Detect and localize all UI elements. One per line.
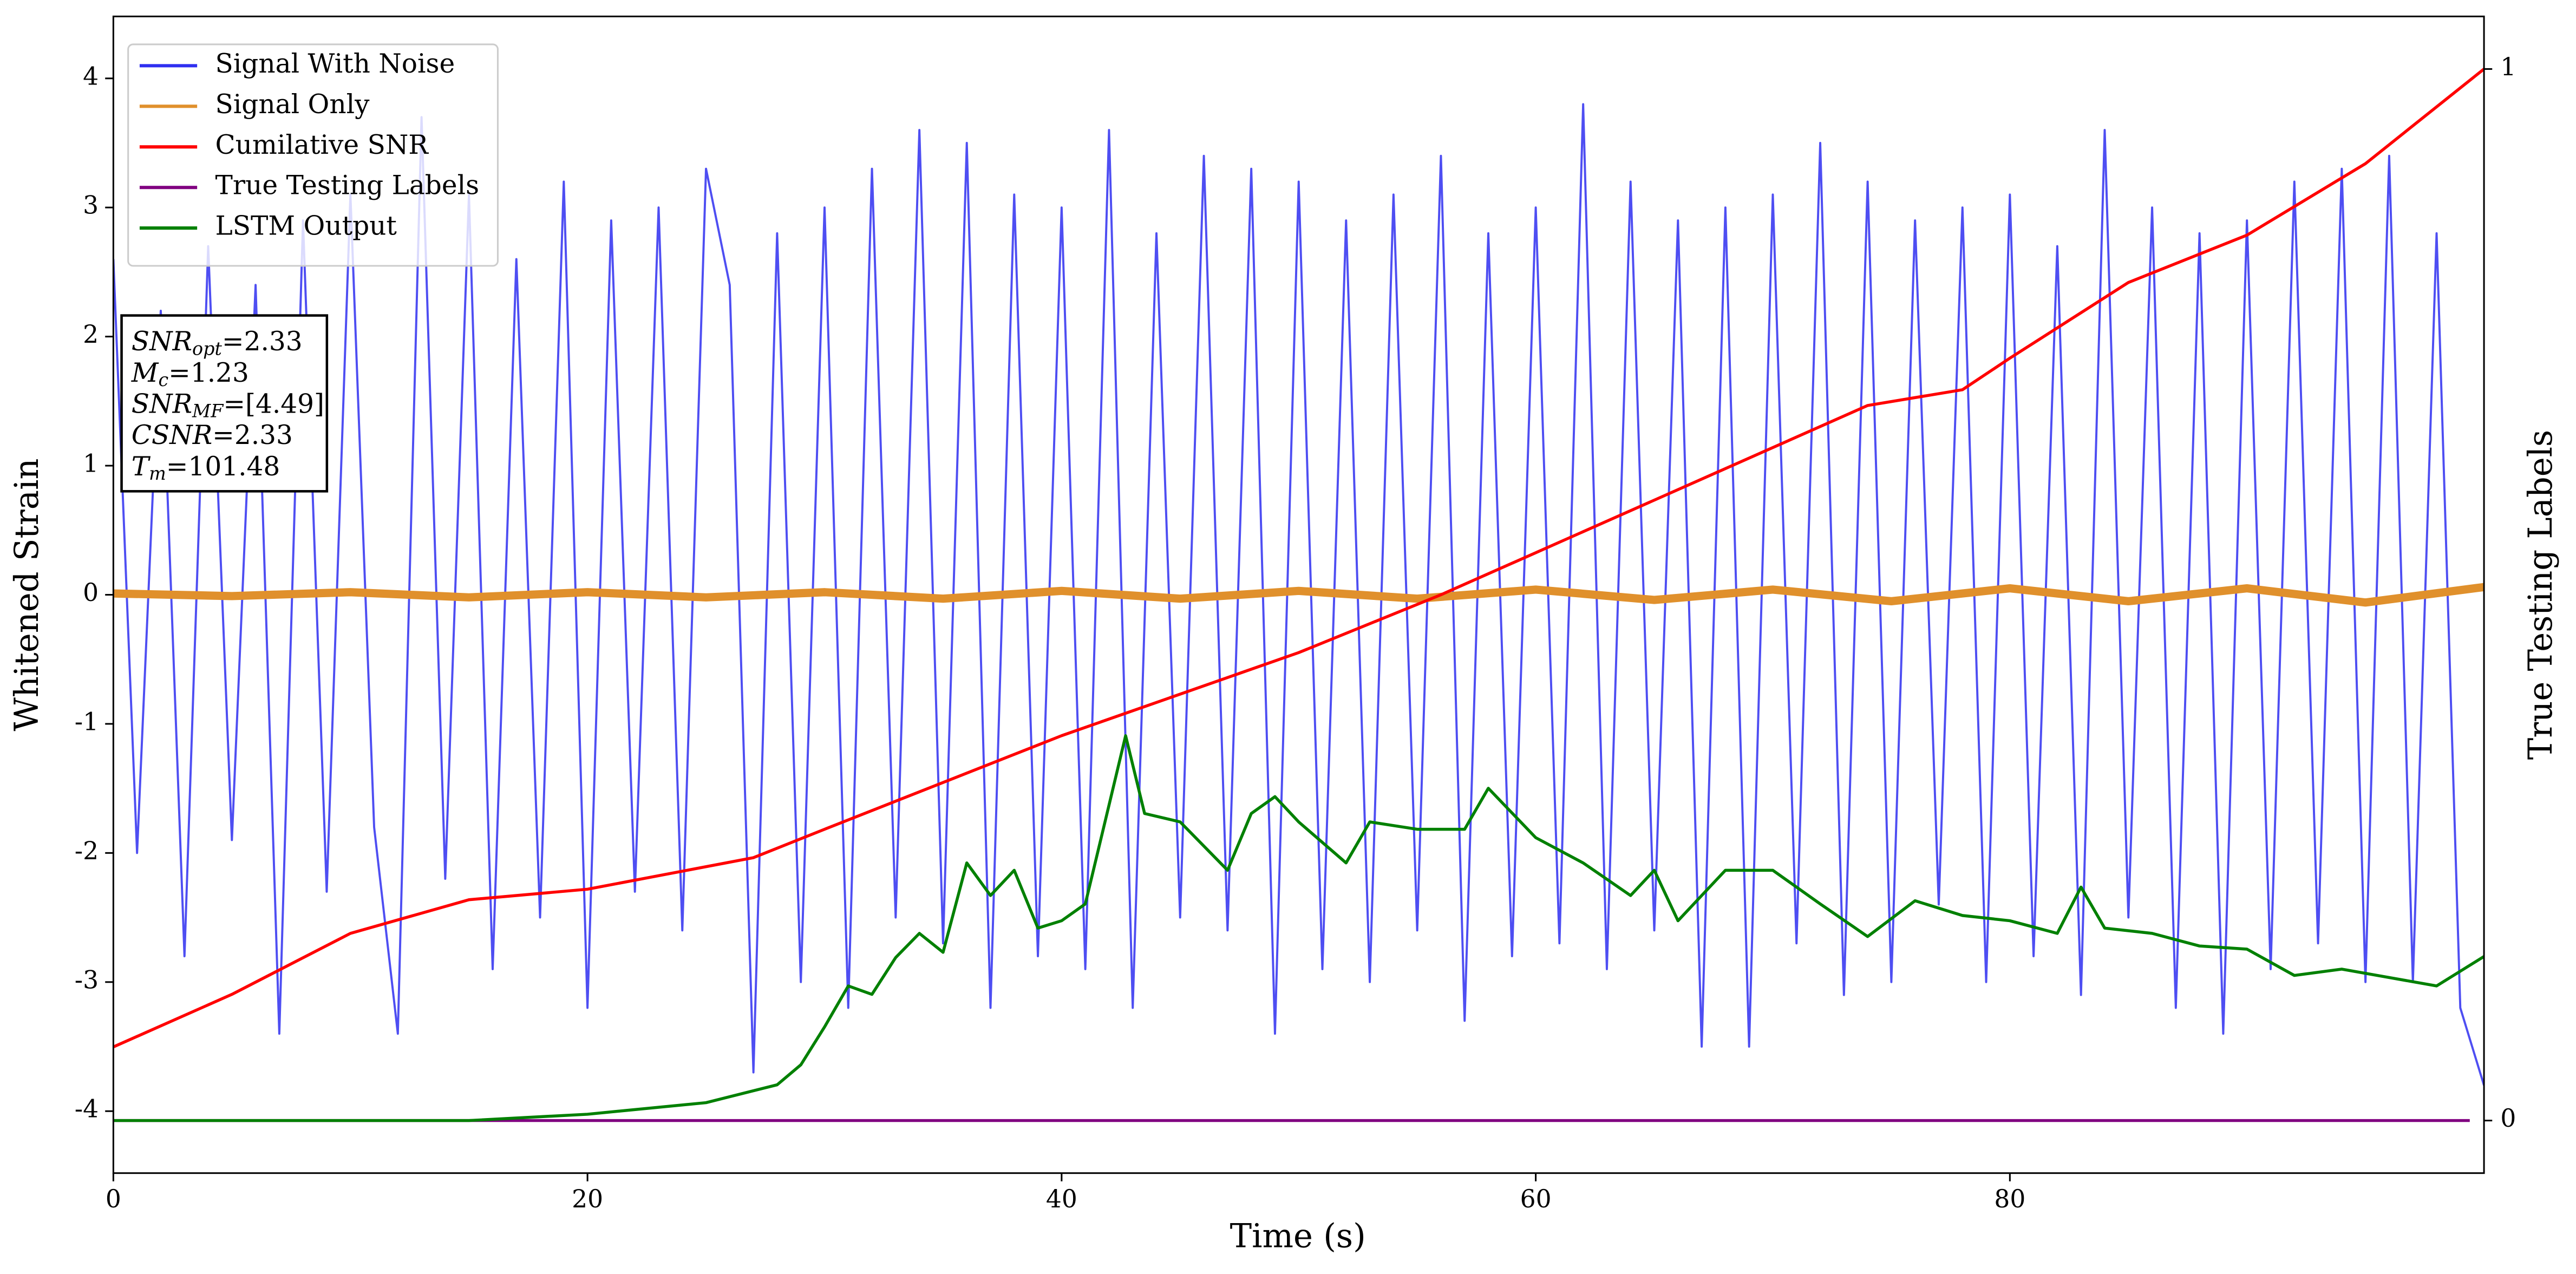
annotation-subscript: c	[158, 369, 168, 390]
y-tick-label: -4	[75, 1095, 99, 1123]
y2-tick-label: 0	[2500, 1104, 2516, 1133]
annotation-subscript: opt	[192, 338, 222, 359]
annotation-line: CSNR=2.33	[132, 420, 293, 450]
annotation-line: Mc=1.23	[131, 357, 249, 390]
annotation-symbol: T	[132, 451, 151, 481]
annotation-subscript: m	[149, 463, 166, 484]
x-tick-label: 40	[1046, 1185, 1077, 1213]
annotation-value: =2.33	[222, 326, 303, 357]
y-tick-label: -2	[75, 837, 99, 865]
annotation-symbol: CSNR	[132, 420, 212, 450]
y-tick-label: 3	[83, 191, 99, 220]
annotation-value: =1.23	[168, 357, 249, 388]
annotation-value: =2.33	[212, 420, 293, 450]
legend-box	[127, 43, 499, 267]
annotation-symbol: M	[131, 357, 159, 388]
x-tick-label: 20	[572, 1185, 603, 1213]
series-line	[113, 103, 2485, 1086]
annotation-line: SNRMF=[4.49]	[132, 389, 324, 422]
annotation-line: Tm=101.48	[132, 451, 280, 484]
series-line	[113, 583, 2485, 607]
y-tick-label: -3	[75, 965, 99, 994]
annotation-symbol: SNR	[132, 326, 192, 357]
series-line	[113, 68, 2485, 1049]
y2-tick-label: 1	[2500, 53, 2516, 81]
y-tick-label: 0	[83, 578, 99, 607]
annotation-subscript: MF	[192, 401, 224, 422]
x-tick-label: 0	[106, 1185, 121, 1213]
y-tick-label: -1	[75, 707, 99, 736]
annotation-symbol: SNR	[132, 389, 192, 419]
x-tick-label: 80	[1994, 1185, 2025, 1213]
y-tick-label: 2	[83, 320, 99, 349]
annotation-line: SNRopt=2.33	[132, 326, 303, 360]
legend: Signal With Noise Signal Only Cumilative S…	[127, 43, 499, 267]
legend-label: Signal With Noise	[215, 49, 455, 79]
annotation: SNRopt=2.33Mc=1.23SNRMF=[4.49]CSNR=2.33T…	[120, 314, 329, 493]
x-tick-label: 60	[1520, 1185, 1552, 1213]
annotation-value: =101.48	[166, 451, 280, 481]
y-tick-label: 4	[83, 62, 99, 90]
legend-label: Signal Only	[215, 89, 370, 120]
y-axis-label: Whitened Strain	[8, 459, 46, 731]
annotation-value: =[4.49]	[223, 389, 324, 419]
y2-axis-label: True Testing Labels	[2522, 430, 2560, 760]
legend-label: LSTM Output	[215, 211, 397, 241]
x-axis-label: Time (s)	[1230, 1218, 1366, 1256]
annotation-box	[120, 314, 329, 493]
legend-label: Cumilative SNR	[215, 130, 429, 160]
legend-label: True Testing Labels	[215, 171, 480, 201]
plot-area	[113, 68, 2485, 1122]
series-line	[113, 734, 2485, 1122]
y-tick-label: 1	[83, 449, 99, 478]
